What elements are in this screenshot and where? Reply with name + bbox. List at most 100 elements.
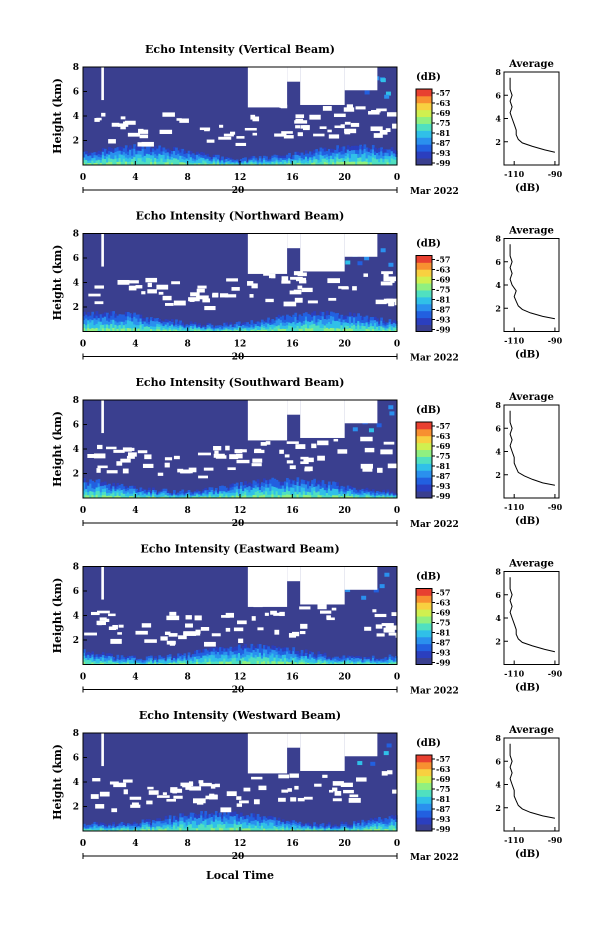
heatmap-cell: [365, 493, 369, 497]
heatmap-cell: [124, 658, 128, 661]
heatmap-cell: [350, 657, 354, 660]
heatmap-cell: [296, 151, 300, 155]
heatmap-cell: [198, 652, 201, 657]
heatmap-cell: [240, 328, 243, 331]
heatmap-cell: [269, 490, 272, 495]
heatmap-cell: [357, 494, 360, 497]
heatmap-cell: [371, 489, 375, 492]
missing-data-block: [247, 233, 288, 274]
heatmap-cell: [342, 322, 346, 326]
heatmap-cell: [363, 658, 367, 661]
heatmap-cell: [315, 149, 319, 153]
heatmap-cell: [227, 815, 231, 820]
heatmap-cell: [392, 660, 396, 663]
heatmap-cell: [369, 322, 373, 327]
heatmap-cell: [173, 657, 176, 660]
heatmap-cell: [357, 826, 360, 830]
missing-data-block: [344, 233, 378, 257]
heatmap-cell: [135, 328, 139, 332]
heatmap-cell: [290, 826, 293, 830]
heatmap-cell: [208, 156, 212, 160]
heatmap-cell: [156, 328, 159, 332]
heatmap-cell: [175, 329, 178, 332]
heatmap-cell: [348, 316, 352, 321]
profile-y-tick-label: 6: [495, 90, 501, 100]
heatmap-cell: [248, 657, 252, 662]
heatmap-cell: [154, 328, 157, 332]
heatmap-cell: [116, 482, 120, 487]
heatmap-cell: [154, 321, 157, 325]
heatmap-cell: [283, 827, 287, 830]
heatmap-cell: [275, 490, 279, 495]
heatmap-cell: [149, 147, 153, 152]
heatmap-cell: [317, 825, 321, 827]
heatmap-cell: [321, 315, 325, 321]
heatmap-cell: [311, 825, 314, 828]
heatmap-cell: [296, 653, 300, 657]
missing-data-block: [317, 455, 325, 461]
heatmap-cell: [158, 660, 162, 664]
heatmap-cell: [359, 322, 363, 326]
heatmap-cell: [369, 155, 373, 160]
heatmap-cell: [185, 491, 189, 494]
heatmap-cell: [252, 163, 256, 166]
heatmap-cell: [154, 826, 157, 830]
date-month-label: Mar 2022: [410, 187, 459, 197]
missing-data-block: [289, 290, 302, 295]
missing-data-block: [239, 800, 249, 804]
missing-data-block: [178, 635, 187, 640]
heatmap-cell: [371, 325, 375, 330]
heatmap-cell: [269, 326, 272, 330]
heatmap-cell: [164, 662, 168, 664]
missing-data-block: [110, 638, 122, 644]
heatmap-cell: [300, 483, 304, 488]
heatmap-cell: [317, 480, 321, 485]
missing-data-block: [273, 612, 283, 616]
heatmap-cell: [296, 319, 300, 323]
heatmap-cell: [233, 819, 237, 824]
missing-data-block: [142, 463, 154, 468]
heatmap-cell: [223, 812, 226, 817]
heatmap-cell: [139, 161, 143, 166]
heatmap-cell: [283, 650, 287, 655]
heatmap-cell: [214, 327, 218, 330]
x-tick-label: 4: [132, 506, 138, 516]
heatmap-cell: [246, 322, 249, 325]
heatmap-cell: [154, 157, 157, 162]
missing-data-block: [252, 116, 260, 122]
missing-data-block: [200, 627, 210, 631]
colorbar-swatch: [416, 449, 432, 457]
heatmap-cell: [97, 162, 101, 166]
heatmap-cell: [281, 318, 285, 323]
heatmap-cell: [359, 823, 363, 826]
heatmap-cell: [315, 826, 319, 829]
heatmap-cell: [338, 318, 342, 322]
heatmap-cell: [250, 489, 254, 493]
heatmap-cell: [342, 328, 346, 332]
heatmap-cell: [394, 815, 398, 819]
heatmap-cell: [271, 660, 275, 665]
heatmap-cell: [185, 324, 189, 327]
missing-data-block: [307, 300, 318, 304]
heatmap-cell: [225, 817, 229, 822]
heatmap-cell: [298, 491, 302, 496]
heatmap-cell: [286, 826, 289, 830]
heatmap-cell: [382, 662, 386, 664]
heatmap-cell: [170, 819, 174, 823]
heatmap-cell: [210, 491, 214, 495]
heatmap-cell: [206, 814, 210, 819]
heatmap-cell: [265, 494, 268, 499]
heatmap-cell: [281, 485, 285, 489]
heatmap-cell: [183, 657, 187, 661]
heatmap-cell: [288, 486, 291, 492]
heatmap-cell: [112, 161, 115, 166]
heatmap-cell: [392, 158, 396, 163]
heatmap-cell: [162, 824, 166, 828]
heatmap-cell: [334, 491, 337, 496]
heatmap-cell: [170, 828, 174, 832]
heatmap-cell: [321, 653, 325, 657]
heatmap-cell: [338, 828, 342, 831]
heatmap-cell: [170, 156, 174, 160]
missing-data-block: [247, 566, 288, 607]
missing-data-block: [304, 466, 313, 472]
